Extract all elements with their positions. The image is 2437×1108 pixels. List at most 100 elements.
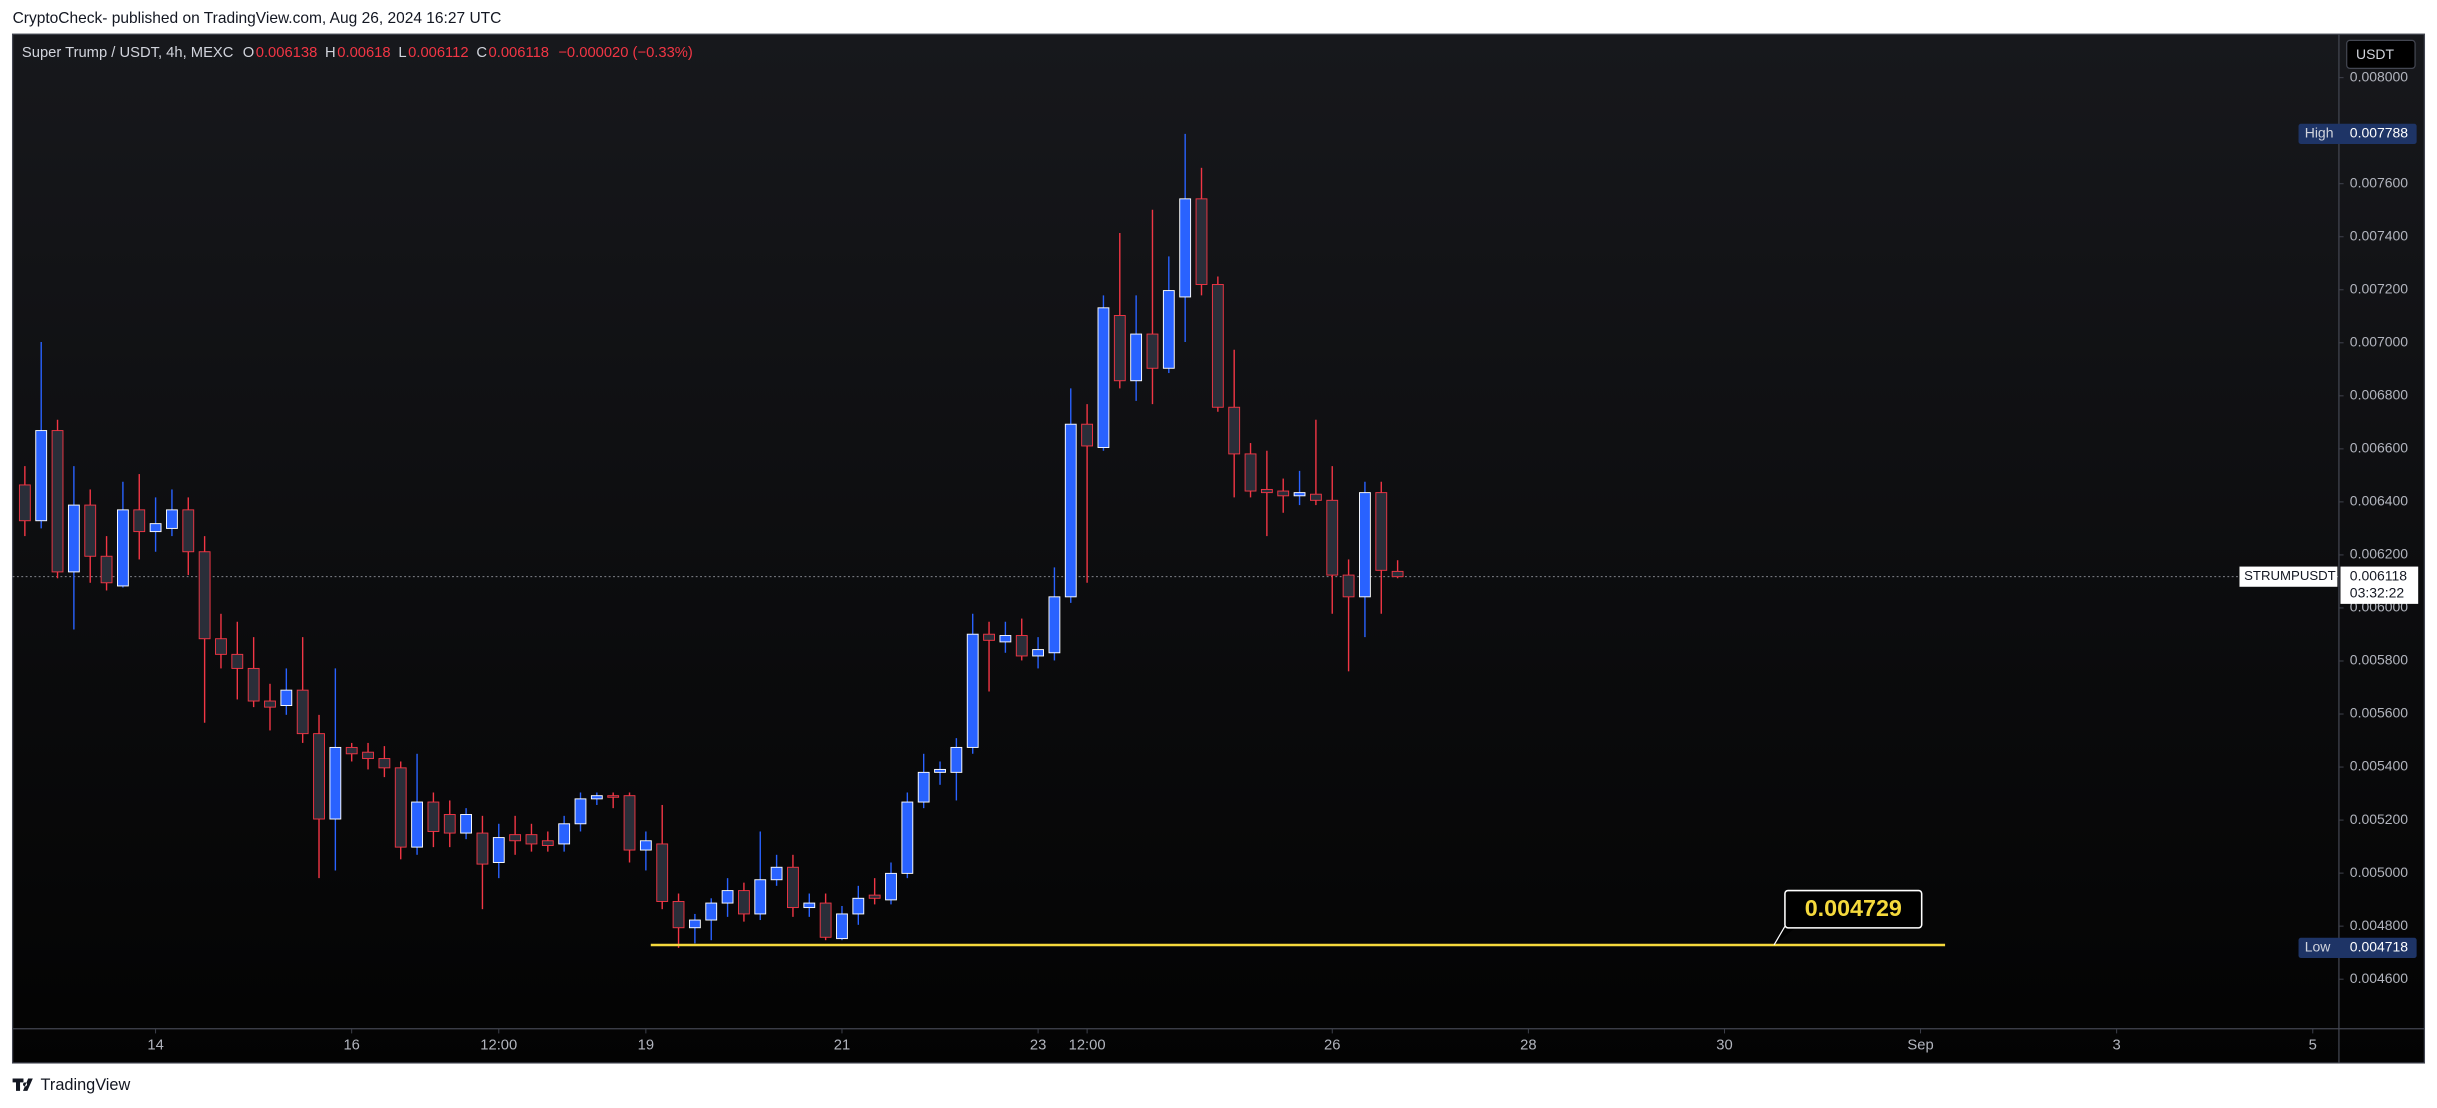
candle-body — [1211, 284, 1224, 408]
y-tick-label: 0.008000 — [2350, 68, 2408, 84]
annotation-box — [1784, 889, 1923, 929]
legend-change: −0.000020 (−0.33%) — [558, 45, 693, 61]
candle-body — [1195, 198, 1208, 285]
candle-body — [1081, 423, 1094, 447]
candle-body — [182, 509, 195, 553]
y-tick-label: 0.006400 — [2350, 493, 2408, 509]
candle-body — [117, 509, 129, 587]
symbol-label: STRUMPUSDT — [2244, 568, 2336, 583]
x-tick-label: 30 — [1716, 1038, 1732, 1054]
legend-value: 0.00618 — [337, 45, 390, 61]
x-tick-label: 21 — [834, 1038, 850, 1054]
legend-key: L — [398, 45, 406, 61]
candle-body — [1375, 492, 1388, 571]
logo-text: TradingView — [41, 1076, 131, 1094]
candle-body — [198, 551, 211, 640]
logo-mark — [12, 1078, 33, 1091]
candle-body — [1048, 596, 1061, 654]
candle-body — [1146, 333, 1159, 369]
price-value: 0.006118 — [2350, 567, 2407, 583]
candle-body — [247, 667, 260, 702]
candle-body — [770, 866, 783, 881]
extreme-badge — [2298, 123, 2417, 144]
candle-body — [1015, 635, 1028, 657]
candle-body — [639, 840, 652, 851]
candle-body — [885, 872, 897, 901]
candle-body — [541, 840, 554, 846]
candle-body — [738, 890, 750, 915]
candle-body — [934, 768, 946, 773]
candle-body — [590, 795, 603, 800]
candle-body — [1113, 315, 1126, 382]
candle-body — [688, 919, 701, 929]
currency-button[interactable] — [2346, 39, 2416, 69]
x-tick-label: 14 — [147, 1038, 163, 1054]
candle-body — [1228, 406, 1241, 455]
y-tick-label: 0.006600 — [2350, 440, 2408, 456]
countdown: 03:32:22 — [2350, 584, 2405, 600]
legend-value: 0.006112 — [408, 45, 468, 61]
candle-body — [574, 798, 587, 825]
y-tick-label: 0.005000 — [2350, 864, 2408, 880]
symbol-badge — [2239, 566, 2338, 587]
candle-body — [1391, 570, 1404, 578]
candle-body — [476, 832, 489, 865]
candle-body — [672, 901, 685, 929]
x-tick-label: 26 — [1324, 1038, 1340, 1054]
y-tick-label: 0.005200 — [2350, 811, 2408, 827]
extreme-value: 0.004718 — [2350, 939, 2408, 955]
x-tick-label: 19 — [638, 1038, 654, 1054]
publish-header: CryptoCheck- published on TradingView.co… — [13, 10, 502, 27]
candle-body — [100, 555, 113, 584]
candle-body — [166, 509, 178, 529]
chart-panel — [11, 33, 2426, 1064]
candle-body — [296, 689, 309, 735]
legend-key: H — [325, 45, 336, 61]
candle-body — [721, 890, 734, 904]
candle-body — [1260, 488, 1273, 494]
candle-body — [787, 866, 799, 909]
y-tick-label: 0.004600 — [2350, 970, 2408, 986]
candle-body — [1277, 490, 1290, 497]
candle-body — [917, 771, 930, 803]
x-tick-label: 12:00 — [480, 1038, 517, 1054]
symbol-title: Super Trump / USDT, 4h, MEXC — [22, 45, 234, 61]
candle-body — [1326, 499, 1339, 576]
candle-body — [411, 801, 423, 848]
legend-value: 0.006138 — [256, 45, 318, 61]
candle-body — [427, 801, 440, 832]
candle-body — [18, 484, 31, 522]
y-tick-label: 0.005600 — [2350, 705, 2408, 721]
candle-body — [345, 746, 358, 755]
candle-body — [443, 814, 456, 834]
candle-body — [394, 767, 407, 848]
candle-body — [1097, 307, 1110, 449]
candle-body — [378, 758, 391, 769]
y-tick-label: 0.005800 — [2350, 652, 2408, 668]
currency-label[interactable]: USDT — [2356, 46, 2394, 62]
candle-body — [868, 894, 881, 899]
candle-body — [983, 633, 995, 641]
candle-body — [754, 879, 767, 915]
candle-body — [280, 689, 293, 707]
candle-body — [852, 897, 865, 915]
candle-body — [901, 801, 914, 874]
candle-body — [1130, 333, 1143, 382]
candle-body — [1064, 423, 1077, 598]
candle-body — [607, 795, 620, 798]
candle-body — [623, 795, 636, 851]
candle-body — [705, 902, 718, 921]
candle-body — [966, 633, 979, 748]
y-tick-label: 0.007600 — [2350, 174, 2408, 190]
candle-body — [84, 504, 97, 557]
y-tick-label: 0.006800 — [2350, 387, 2408, 403]
candle-body — [35, 430, 48, 522]
candle-body — [1179, 198, 1192, 298]
y-tick-label: 0.005400 — [2350, 758, 2408, 774]
candle-body — [803, 902, 816, 909]
candle-body — [231, 653, 244, 669]
extreme-label: High — [2305, 125, 2334, 141]
plot-area — [12, 133, 2339, 948]
candle-body — [329, 746, 342, 820]
